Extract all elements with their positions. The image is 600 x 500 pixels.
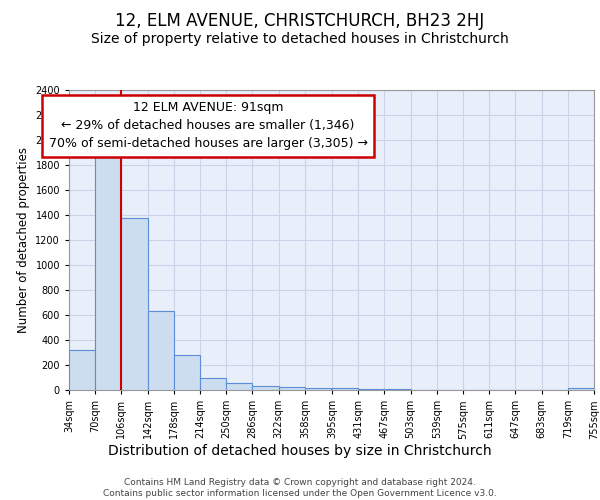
Text: 12 ELM AVENUE: 91sqm
← 29% of detached houses are smaller (1,346)
70% of semi-de: 12 ELM AVENUE: 91sqm ← 29% of detached h… [49, 101, 368, 150]
Bar [69, 350, 95, 390]
Text: Contains HM Land Registry data © Crown copyright and database right 2024.
Contai: Contains HM Land Registry data © Crown c… [103, 478, 497, 498]
Bar [253, 386, 279, 390]
Text: Size of property relative to detached houses in Christchurch: Size of property relative to detached ho… [91, 32, 509, 46]
Bar [279, 387, 305, 390]
Bar [148, 311, 174, 390]
Bar [95, 146, 121, 390]
Bar [121, 218, 148, 390]
Bar [332, 388, 358, 390]
Bar [226, 383, 253, 390]
Text: 12, ELM AVENUE, CHRISTCHURCH, BH23 2HJ: 12, ELM AVENUE, CHRISTCHURCH, BH23 2HJ [115, 12, 485, 30]
Text: Distribution of detached houses by size in Christchurch: Distribution of detached houses by size … [108, 444, 492, 458]
Bar [305, 388, 331, 390]
Bar [174, 355, 200, 390]
Bar [200, 378, 226, 390]
Bar [568, 388, 594, 390]
Bar [358, 389, 384, 390]
Y-axis label: Number of detached properties: Number of detached properties [17, 147, 29, 333]
